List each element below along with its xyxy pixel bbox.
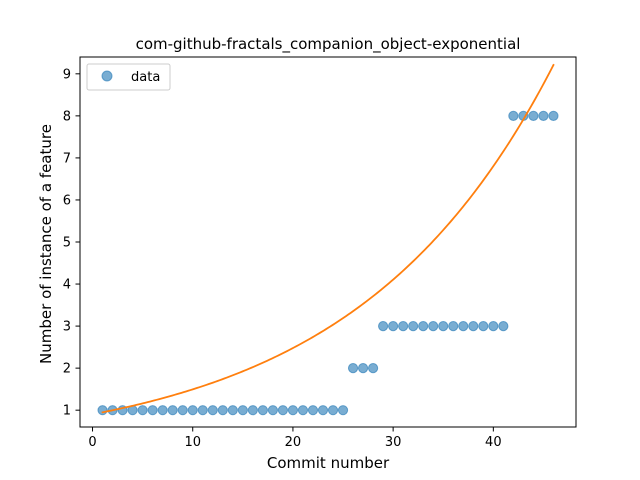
data-point: [508, 110, 519, 121]
data-point: [428, 320, 439, 332]
data-point: [207, 405, 218, 416]
y-tick-label: 1: [63, 404, 71, 419]
chart-title: com-github-fractals_companion_object-exp…: [136, 35, 521, 54]
data-point: [418, 320, 429, 332]
data-point: [478, 320, 489, 332]
x-tick-label: 40: [485, 435, 502, 450]
legend-box: [86, 63, 171, 91]
data-point: [197, 405, 208, 416]
data-point: [297, 405, 309, 416]
axes-layer: 0 10 20 30 40 1 2 3 4 5 6 7 8 9: [63, 56, 577, 450]
data-point: [388, 320, 399, 332]
data-point: [438, 320, 449, 332]
y-tick-label: 2: [63, 362, 71, 377]
data-point: [157, 405, 168, 416]
data-point: [267, 405, 278, 416]
data-point: [287, 405, 299, 416]
y-tick-label: 8: [63, 109, 71, 124]
data-point: [357, 363, 369, 374]
data-point: [217, 405, 228, 416]
data-point: [498, 320, 509, 332]
x-tick-label: 0: [88, 435, 96, 450]
data-point: [187, 405, 198, 416]
data-point: [458, 320, 469, 332]
data-point: [538, 110, 549, 121]
data-point: [257, 405, 268, 416]
data-point: [237, 405, 248, 416]
y-tick-label: 6: [63, 193, 71, 208]
y-axis-label: Number of instance of a feature: [37, 124, 55, 364]
data-point: [468, 320, 479, 332]
y-tick-label: 5: [63, 236, 71, 251]
legend-label-data: data: [131, 70, 160, 85]
data-point: [408, 320, 419, 332]
data-point: [137, 405, 148, 416]
data-point: [528, 110, 539, 121]
data-point: [548, 110, 559, 121]
x-tick-label: 10: [184, 435, 201, 450]
plot-layer: [97, 63, 559, 416]
x-tick-label: 30: [385, 435, 402, 450]
legend: data: [86, 63, 171, 91]
x-tick-label: 20: [285, 435, 302, 450]
data-point: [367, 363, 379, 374]
x-axis-label: Commit number: [267, 454, 390, 472]
data-point: [448, 320, 459, 332]
data-point: [488, 320, 499, 332]
data-point: [398, 320, 409, 332]
data-point: [337, 405, 349, 416]
y-tick-label: 4: [63, 278, 71, 293]
y-tick-label: 9: [63, 67, 71, 82]
data-point: [327, 405, 339, 416]
data-point: [97, 405, 108, 416]
legend-marker-data: [101, 70, 113, 82]
data-point: [227, 405, 238, 416]
data-point: [277, 405, 289, 416]
fit-line: [101, 63, 555, 414]
data-point: [147, 405, 158, 416]
data-point: [177, 405, 188, 416]
data-point: [378, 320, 389, 332]
data-point: [167, 405, 178, 416]
data-point: [317, 405, 329, 416]
data-point: [307, 405, 319, 416]
data-point: [247, 405, 258, 416]
y-tick-label: 7: [63, 151, 71, 166]
y-tick-label: 3: [63, 320, 71, 335]
data-point: [347, 363, 359, 374]
